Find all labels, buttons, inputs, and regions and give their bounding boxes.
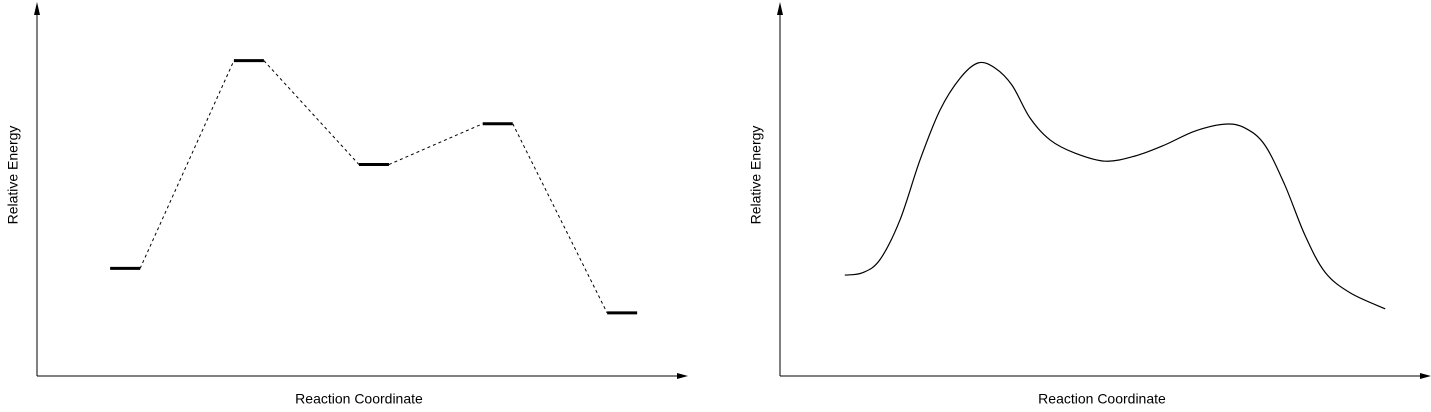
y-axis-arrow: [34, 2, 40, 15]
y-axis-label: Relative Energy: [748, 126, 764, 225]
y-axis-arrow: [777, 2, 783, 15]
x-axis-arrow: [1420, 373, 1431, 379]
x-axis-label: Reaction Coordinate: [295, 391, 423, 407]
connector: [139, 60, 235, 269]
connector: [512, 123, 608, 314]
x-axis-label: Reaction Coordinate: [1038, 391, 1166, 407]
connector: [263, 60, 360, 165]
x-axis-arrow: [677, 373, 688, 379]
connector: [388, 123, 483, 165]
energy-curve: [844, 61, 1386, 310]
y-axis-label: Relative Energy: [5, 126, 21, 225]
